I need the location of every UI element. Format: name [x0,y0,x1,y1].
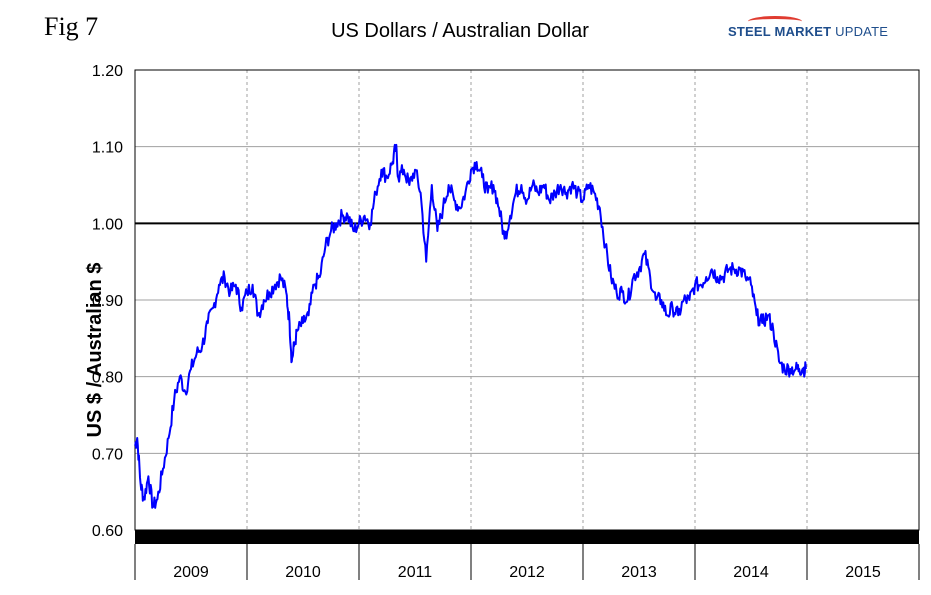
x-tick-label: 2010 [285,564,321,581]
x-tick-label: 2012 [509,564,545,581]
y-tick-label: 0.60 [92,523,123,540]
y-tick-label: 0.90 [92,293,123,310]
x-tick-label: 2014 [733,564,769,581]
y-tick-label: 1.00 [92,216,123,233]
y-tick-label: 1.10 [92,140,123,157]
logo-swoosh-icon [748,16,802,27]
y-tick-label: 0.80 [92,370,123,387]
x-tick-label: 2013 [621,564,657,581]
x-tick-label: 2015 [845,564,881,581]
figure-label: Fig 7 [44,12,99,41]
series-line [134,143,807,509]
y-tick-label: 0.70 [92,446,123,463]
x-axis-bar [135,530,919,544]
steel-market-update-logo: STEEL MARKET UPDATE [728,16,888,39]
x-tick-label: 2011 [398,564,433,581]
x-tick-label: 2009 [173,564,209,581]
chart-title: US Dollars / Australian Dollar [331,20,589,42]
y-tick-label: 1.20 [92,63,123,80]
